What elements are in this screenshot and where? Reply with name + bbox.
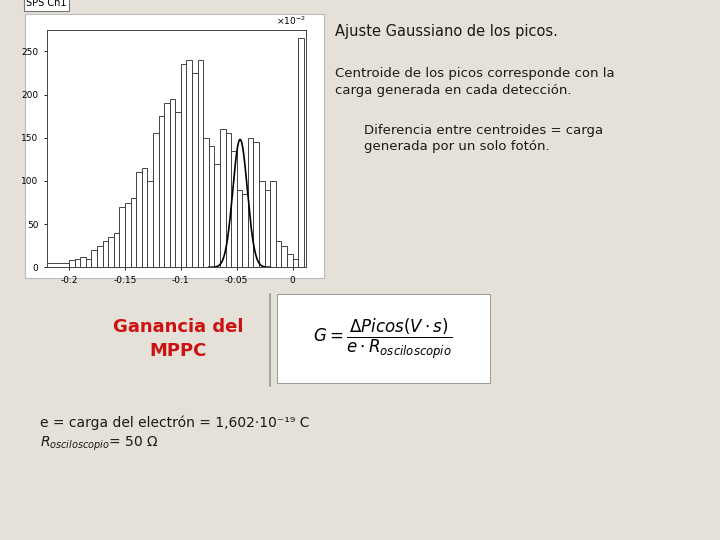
Bar [125,202,130,267]
Bar [276,241,282,267]
Bar [287,254,292,267]
Bar [108,237,114,267]
Text: $G = \dfrac{\Delta Picos(V \cdot s)}{e \cdot R_{osciloscopio}}$: $G = \dfrac{\Delta Picos(V \cdot s)}{e \… [313,316,454,361]
Bar [192,73,197,267]
Bar [170,99,175,267]
Bar [148,181,153,267]
Bar [186,60,192,267]
Bar [237,190,243,267]
Text: Centroide de los picos corresponde con la: Centroide de los picos corresponde con l… [335,68,614,80]
Bar [91,250,97,267]
Bar [175,112,181,267]
Bar [158,116,164,267]
Text: SPS Ch1: SPS Ch1 [26,0,66,8]
Bar [164,103,170,267]
Bar [203,138,209,267]
Bar [47,263,69,267]
Bar [215,164,220,267]
Bar [225,133,231,267]
Bar [259,181,265,267]
Bar [130,198,136,267]
Bar [114,233,120,267]
Bar [136,172,142,267]
Text: Ganancia del
MPPC: Ganancia del MPPC [113,318,243,360]
Text: $\times10^{-2}$: $\times10^{-2}$ [276,15,306,28]
Text: $R_{osciloscopio}$= 50 Ω: $R_{osciloscopio}$= 50 Ω [40,435,158,453]
Text: carga generada en cada detección.: carga generada en cada detección. [335,84,571,97]
Bar [103,241,108,267]
Bar [248,138,253,267]
Bar [292,259,298,267]
Bar [81,257,86,267]
Bar [209,146,215,267]
Bar [181,64,186,267]
Bar [86,259,91,267]
Text: e = carga del electrón = 1,602·10⁻¹⁹ C: e = carga del electrón = 1,602·10⁻¹⁹ C [40,416,309,430]
Bar [243,194,248,267]
Bar [120,207,125,267]
Bar [153,133,158,267]
Bar [197,60,203,267]
Bar [282,246,287,267]
Bar [270,181,276,267]
Bar [142,168,148,267]
Bar [75,259,81,267]
Bar [69,260,75,267]
Bar [97,246,103,267]
Bar [253,142,259,267]
Bar [220,129,225,267]
Text: Ajuste Gaussiano de los picos.: Ajuste Gaussiano de los picos. [335,24,558,39]
Text: Diferencia entre centroides = carga: Diferencia entre centroides = carga [364,124,603,137]
Bar [231,151,237,267]
Bar [265,190,270,267]
Text: generada por un solo fotón.: generada por un solo fotón. [364,140,549,153]
Bar [298,38,304,267]
